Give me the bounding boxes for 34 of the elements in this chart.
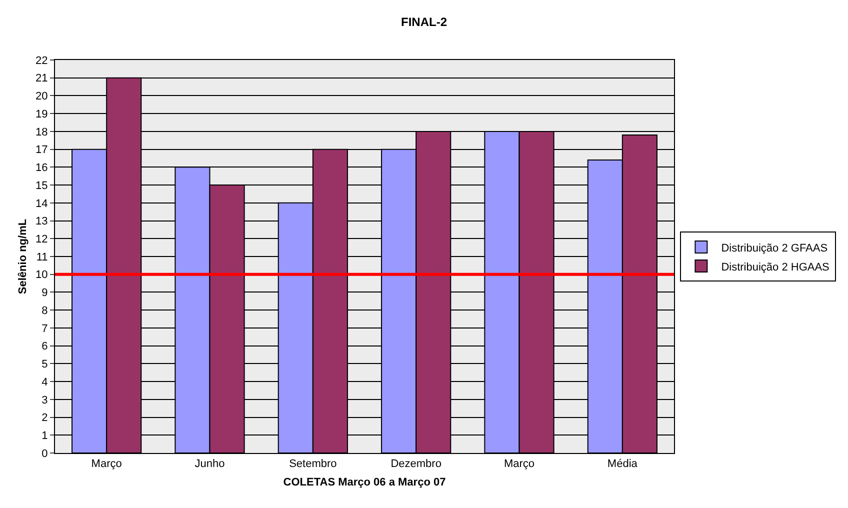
- y-tick-label: 17: [36, 144, 48, 156]
- x-tick-label: Dezembro: [390, 458, 442, 470]
- y-tick-label: 8: [42, 304, 48, 317]
- y-tick-label: 9: [42, 287, 48, 300]
- y-tick-label: 0: [42, 448, 48, 460]
- x-tick-label: Março: [91, 458, 122, 470]
- y-tick-label: 15: [36, 180, 48, 192]
- y-tick-label: 5: [42, 358, 48, 371]
- x-tick-label: Março: [504, 458, 535, 470]
- y-tick-label: 18: [36, 126, 48, 138]
- y-tick-label: 16: [36, 162, 48, 174]
- y-tick-label: 11: [36, 251, 48, 264]
- y-tick-label: 2: [42, 412, 48, 424]
- y-tick-label: 20: [36, 90, 48, 103]
- y-tick-label: 7: [42, 322, 48, 335]
- x-axis-title: COLETAS Março 06 a Março 07: [283, 476, 446, 488]
- y-axis-title: Selênio ng/mL: [17, 218, 30, 294]
- y-tick-label: 14: [36, 198, 48, 210]
- chart-title: FINAL-2: [401, 15, 448, 30]
- y-tick-label: 13: [36, 216, 48, 228]
- y-tick-label: 19: [36, 108, 48, 120]
- x-tick-label: Média: [607, 458, 638, 470]
- y-tick-label: 21: [36, 72, 48, 85]
- y-tick-label: 6: [42, 340, 48, 353]
- x-tick-label: Setembro: [289, 458, 337, 470]
- x-tick-label: Junho: [194, 458, 225, 470]
- y-tick-label: 1: [42, 430, 48, 442]
- y-tick-label: 3: [42, 394, 48, 406]
- y-tick-label: 12: [36, 233, 48, 246]
- y-tick-label: 10: [36, 269, 48, 282]
- y-tick-label: 22: [36, 54, 48, 67]
- legend-label: Distribuição 2 HGAAS: [721, 261, 830, 274]
- legend-label: Distribuição 2 GFAAS: [721, 242, 828, 254]
- y-tick-label: 4: [42, 376, 48, 388]
